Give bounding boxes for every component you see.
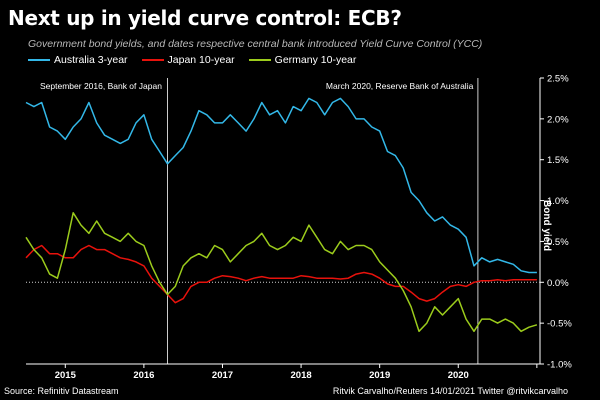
- y-tick-label: 2.5%: [547, 74, 569, 85]
- legend-label-australia: Australia 3-year: [54, 54, 128, 66]
- x-tick-label: 2018: [291, 370, 312, 381]
- y-axis-label: Bond yield: [541, 200, 552, 252]
- y-tick-label: 0.0%: [547, 278, 569, 289]
- source-note: Source: Refinitiv Datastream: [4, 386, 119, 396]
- chart-subtitle: Government bond yields, and dates respec…: [28, 38, 483, 50]
- x-tick-label: 2017: [212, 370, 233, 381]
- y-tick-label: -0.5%: [547, 319, 572, 330]
- ycc-annotation: September 2016, Bank of Japan: [40, 81, 162, 91]
- legend-item-germany: Germany 10-year: [248, 54, 357, 66]
- germany-10y-line: [25, 212, 538, 333]
- x-tick-label: 2019: [369, 370, 390, 381]
- y-tick-label: 2.0%: [547, 114, 569, 125]
- x-tick-label: 2016: [133, 370, 154, 381]
- legend-swatch-japan: [141, 59, 164, 61]
- legend-item-japan: Japan 10-year: [141, 54, 235, 66]
- chart-legend: Australia 3-year Japan 10-year Germany 1…: [28, 54, 356, 66]
- y-tick-label: -1.0%: [547, 360, 572, 371]
- credit-note: Ritvik Carvalho/Reuters 14/01/2021 Twitt…: [332, 386, 568, 396]
- x-tick-label: 2015: [55, 370, 77, 381]
- legend-swatch-germany: [248, 59, 271, 61]
- y-tick-label: 0.5%: [547, 237, 569, 248]
- x-tick-label: 2020: [448, 370, 469, 381]
- y-tick-label: 1.0%: [547, 196, 569, 207]
- y-tick-label: 1.5%: [547, 155, 569, 166]
- legend-label-germany: Germany 10-year: [274, 54, 357, 66]
- ycc-annotation: March 2020, Reserve Bank of Australia: [326, 81, 474, 91]
- legend-swatch-australia: [28, 59, 50, 61]
- legend-item-australia: Australia 3-year: [28, 54, 128, 66]
- australia-3y-line: [25, 97, 537, 274]
- japan-10y-line: [25, 244, 537, 304]
- legend-label-japan: Japan 10-year: [167, 54, 235, 66]
- chart-title: Next up in yield curve control: ECB?: [8, 6, 402, 30]
